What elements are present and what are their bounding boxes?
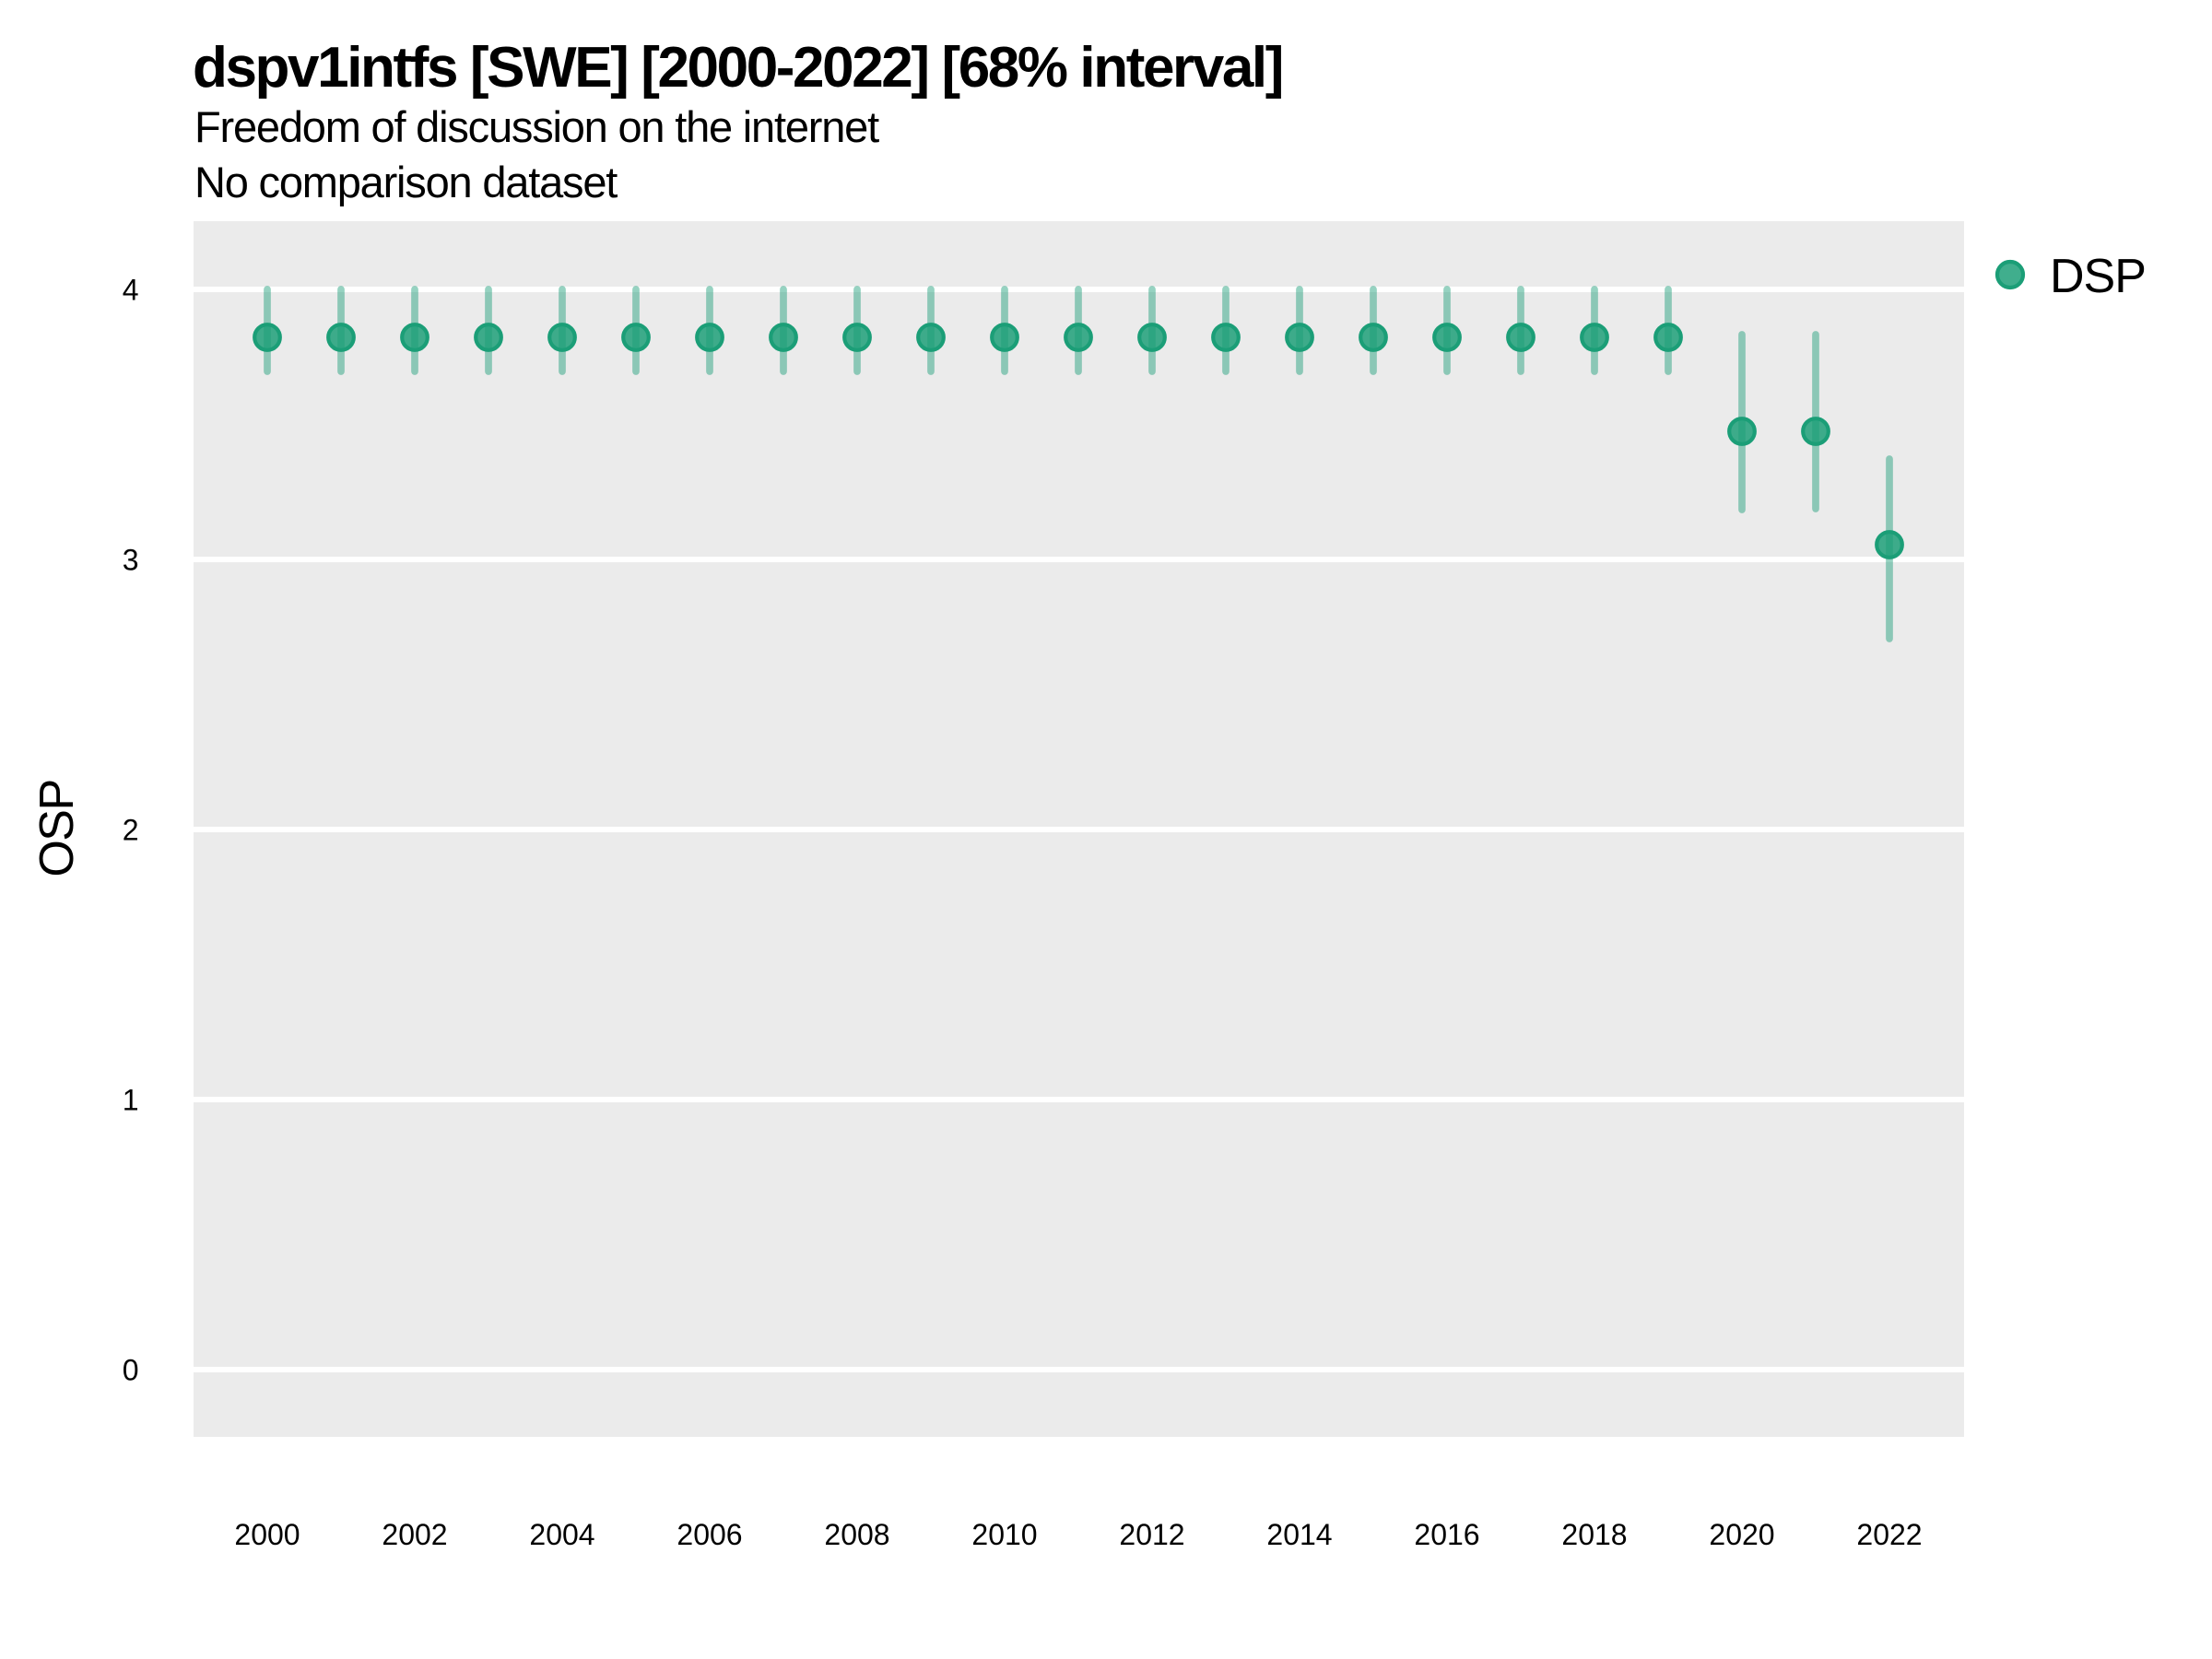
svg-text:OSP: OSP — [30, 780, 84, 877]
svg-text:1: 1 — [123, 1084, 139, 1117]
svg-text:Freedom of discussion on the i: Freedom of discussion on the internet — [194, 102, 879, 151]
svg-text:2010: 2010 — [971, 1518, 1037, 1551]
svg-text:DSP: DSP — [2050, 250, 2146, 303]
svg-text:2012: 2012 — [1119, 1518, 1184, 1551]
svg-text:4: 4 — [123, 274, 139, 307]
svg-text:2014: 2014 — [1266, 1518, 1332, 1551]
svg-text:2004: 2004 — [529, 1518, 594, 1551]
svg-text:2018: 2018 — [1561, 1518, 1627, 1551]
svg-text:No comparison dataset: No comparison dataset — [194, 158, 618, 206]
svg-text:2: 2 — [123, 814, 139, 847]
svg-text:0: 0 — [123, 1354, 139, 1387]
svg-text:2020: 2020 — [1709, 1518, 1774, 1551]
svg-text:3: 3 — [123, 544, 139, 577]
svg-text:2008: 2008 — [824, 1518, 889, 1551]
svg-text:2002: 2002 — [382, 1518, 447, 1551]
svg-text:dspv1intfs [SWE] [2000-2022] [: dspv1intfs [SWE] [2000-2022] [68% interv… — [193, 36, 1282, 100]
svg-text:2000: 2000 — [234, 1518, 300, 1551]
svg-text:2016: 2016 — [1414, 1518, 1479, 1551]
svg-text:2006: 2006 — [677, 1518, 742, 1551]
svg-text:2022: 2022 — [1856, 1518, 1922, 1551]
